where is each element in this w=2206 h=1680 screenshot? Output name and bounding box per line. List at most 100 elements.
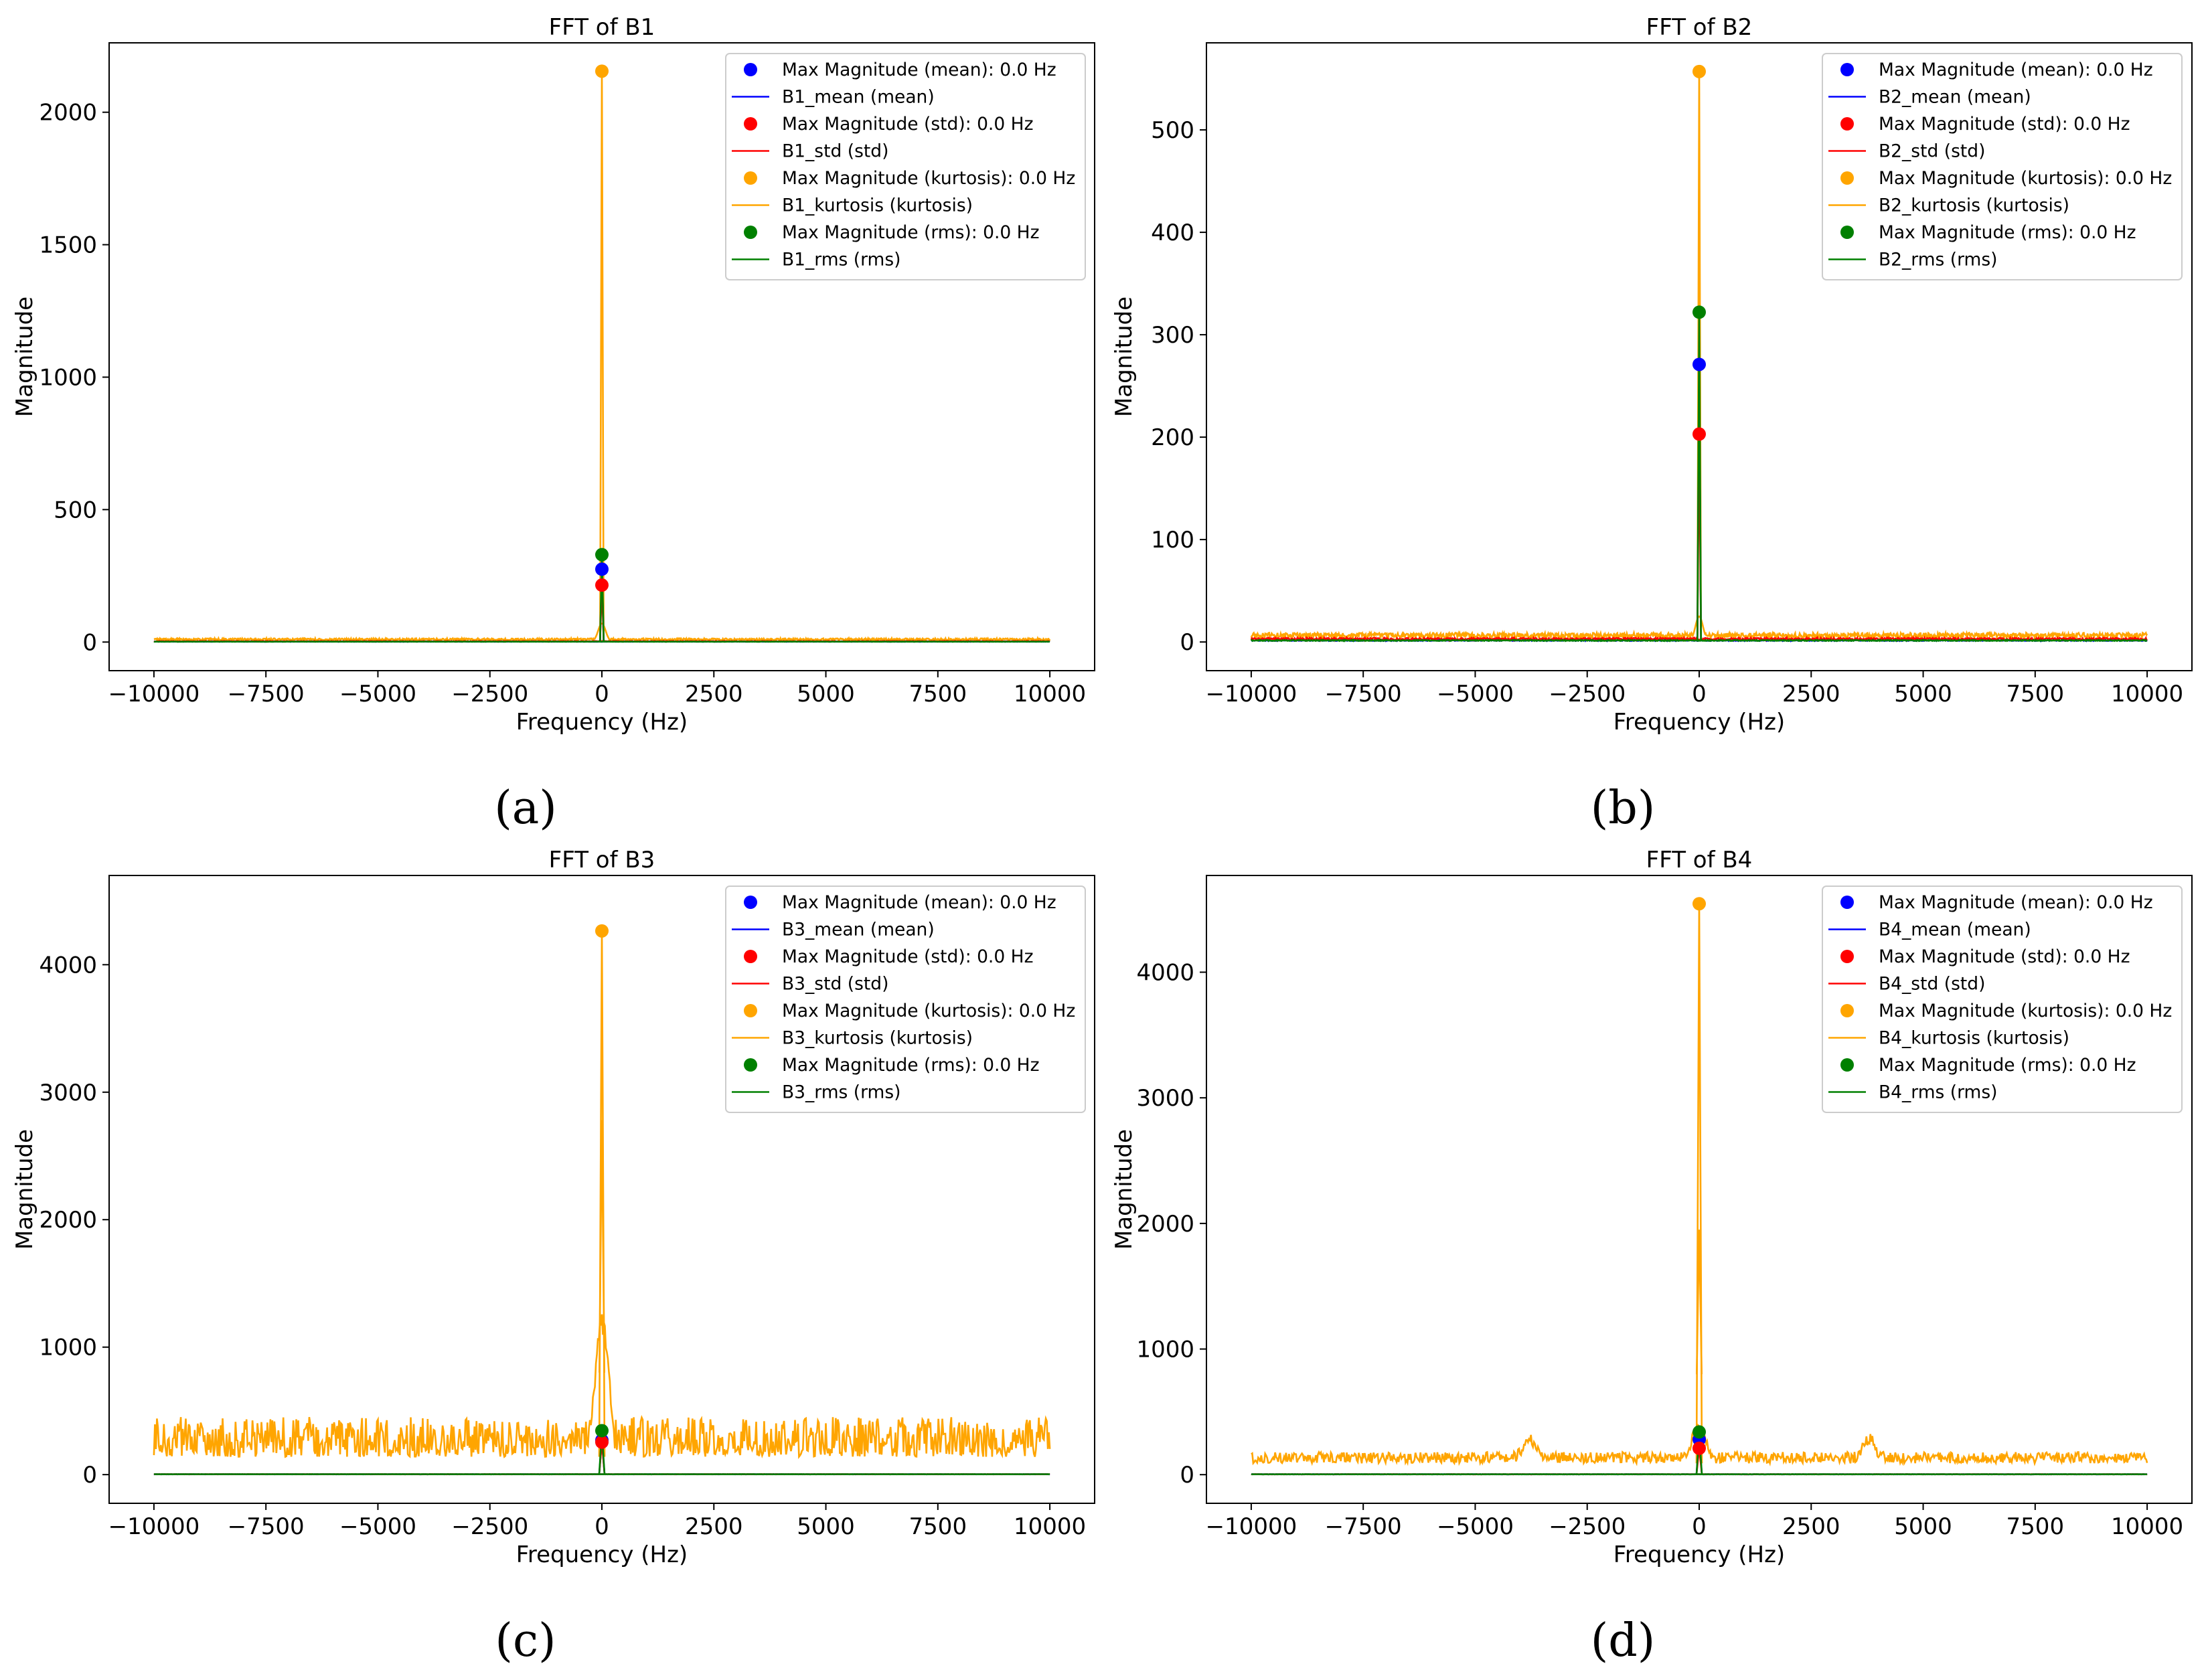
legend-label: Max Magnitude (kurtosis): 0.0 Hz — [1879, 1001, 2172, 1021]
legend-marker-swatch — [744, 226, 757, 239]
x-tick-label: 5000 — [1894, 1513, 1952, 1540]
legend-label: B1_rms (rms) — [782, 250, 901, 270]
y-axis-label: Magnitude — [11, 297, 38, 417]
y-tick-label: 1000 — [1136, 1337, 1194, 1363]
max-marker-std — [595, 578, 609, 592]
legend-marker-swatch — [744, 1058, 757, 1072]
x-tick-label: −7500 — [1325, 1513, 1402, 1540]
series-secondary-peak — [1696, 1230, 1703, 1375]
max-marker-kurtosis — [595, 924, 609, 938]
x-tick-label: 2500 — [685, 681, 743, 707]
y-tick-label: 2000 — [1136, 1211, 1194, 1238]
y-tick-label: 0 — [1180, 629, 1194, 656]
legend-label: Max Magnitude (mean): 0.0 Hz — [782, 892, 1056, 913]
plot-area — [153, 71, 1051, 643]
y-axis-label: Magnitude — [1111, 1129, 1137, 1250]
x-tick-label: 10000 — [1014, 681, 1086, 707]
legend-marker-swatch — [1840, 950, 1854, 963]
chart-panel-2: FFT of B2−10000 −7500 −5000 −2500 0 2500 5000 7… — [1111, 14, 2193, 835]
legend-label: Max Magnitude (rms): 0.0 Hz — [782, 1055, 1040, 1076]
legend-label: B1_mean (mean) — [782, 87, 935, 108]
legend-marker-swatch — [744, 950, 757, 963]
max-marker-std — [1692, 1441, 1706, 1455]
x-tick-label: 7500 — [2006, 681, 2065, 707]
max-marker-rms — [1692, 305, 1706, 319]
x-tick-label: −10000 — [108, 681, 200, 707]
x-tick-label: −2500 — [451, 1513, 528, 1540]
x-tick-label: −5000 — [339, 1513, 416, 1540]
legend-label: Max Magnitude (rms): 0.0 Hz — [1879, 222, 2136, 243]
y-tick-label: 2000 — [39, 1207, 97, 1234]
y-tick-label: 0 — [1180, 1462, 1194, 1489]
panel-caption: (b) — [1591, 782, 1656, 835]
legend-label: B3_mean (mean) — [782, 920, 935, 940]
legend-marker-swatch — [744, 896, 757, 909]
panel-caption: (d) — [1591, 1614, 1656, 1667]
x-tick-label: −2500 — [1549, 1513, 1626, 1540]
legend: Max Magnitude (mean): 0.0 Hz B2_mean (mea… — [1822, 53, 2183, 280]
max-marker-std — [595, 1435, 609, 1449]
x-tick-label: −5000 — [339, 681, 416, 707]
legend-label: B3_rms (rms) — [782, 1082, 901, 1103]
x-tick-label: 7500 — [909, 1513, 967, 1540]
legend-marker-swatch — [744, 171, 757, 185]
x-tick-label: 2500 — [685, 1513, 743, 1540]
legend-label: B4_std (std) — [1879, 974, 1985, 995]
series-peak-b4-kurtosis — [1695, 904, 1703, 1464]
legend-label: Max Magnitude (rms): 0.0 Hz — [1879, 1055, 2136, 1076]
y-tick-label: 200 — [1151, 424, 1194, 451]
chart-title: FFT of B2 — [1646, 14, 1753, 41]
x-tick-label: 7500 — [909, 681, 967, 707]
x-tick-label: −7500 — [1325, 681, 1402, 707]
max-marker-kurtosis — [1692, 897, 1706, 911]
panel-caption: (a) — [494, 782, 557, 835]
y-tick-label: 300 — [1151, 322, 1194, 349]
chart-panel-1: FFT of B1−10000 −7500 −5000 −2500 0 2500 5000 7… — [11, 14, 1095, 835]
legend-label: B1_std (std) — [782, 141, 888, 162]
legend: Max Magnitude (mean): 0.0 Hz B1_mean (mea… — [725, 53, 1086, 280]
y-axis-label: Magnitude — [11, 1129, 38, 1250]
legend-marker-swatch — [1840, 226, 1854, 239]
legend-label: Max Magnitude (mean): 0.0 Hz — [1879, 892, 2153, 913]
max-marker-mean — [595, 562, 609, 576]
chart-panel-4: FFT of B4 −10000 −7500 −5000 −2500 0 2500 5000 7… — [1111, 847, 2193, 1667]
legend-box — [1822, 886, 2183, 1113]
x-tick-label: −5000 — [1437, 681, 1514, 707]
x-tick-label: 10000 — [2111, 681, 2183, 707]
y-tick-label: 100 — [1151, 527, 1194, 554]
x-tick-label: −7500 — [228, 1513, 305, 1540]
series-line-b2-rms — [1250, 638, 2148, 643]
x-axis-label: Frequency (Hz) — [1613, 709, 1785, 736]
y-tick-label: 1000 — [39, 1335, 97, 1361]
legend-label: B2_rms (rms) — [1879, 250, 1998, 270]
max-marker-mean — [1692, 357, 1706, 371]
x-tick-label: 10000 — [1014, 1513, 1086, 1540]
x-tick-label: 0 — [595, 681, 609, 707]
x-tick-label: 0 — [1692, 681, 1707, 707]
x-tick-label: −2500 — [451, 681, 528, 707]
x-tick-label: 5000 — [797, 1513, 855, 1540]
x-axis-label: Frequency (Hz) — [1613, 1541, 1785, 1568]
panel-caption: (c) — [495, 1614, 556, 1667]
x-tick-label: −10000 — [108, 1513, 200, 1540]
max-marker-rms — [595, 548, 609, 562]
legend: Max Magnitude (mean): 0.0 Hz B3_mean (mea… — [725, 886, 1086, 1113]
x-tick-label: 10000 — [2111, 1513, 2183, 1540]
x-tick-label: 5000 — [1894, 681, 1952, 707]
legend-marker-swatch — [1840, 171, 1854, 185]
series-secondary-peak — [599, 1120, 605, 1373]
x-tick-label: 2500 — [1782, 1513, 1840, 1540]
legend-box — [725, 886, 1086, 1113]
x-tick-label: −5000 — [1437, 1513, 1514, 1540]
legend-marker-swatch — [1840, 63, 1854, 76]
y-tick-label: 4000 — [1136, 960, 1194, 987]
series-line-b2-kurtosis — [1250, 615, 2148, 641]
legend-label: B4_mean (mean) — [1879, 920, 2031, 940]
legend-marker-swatch — [1840, 1004, 1854, 1017]
chart-panel-3: FFT of B3 −10000 −7500 −5000 −2500 0 2500 5000 7… — [11, 847, 1095, 1667]
legend-label: B4_rms (rms) — [1879, 1082, 1998, 1103]
legend-box — [725, 53, 1086, 280]
x-tick-label: −7500 — [228, 681, 305, 707]
chart-title: FFT of B4 — [1646, 847, 1753, 873]
